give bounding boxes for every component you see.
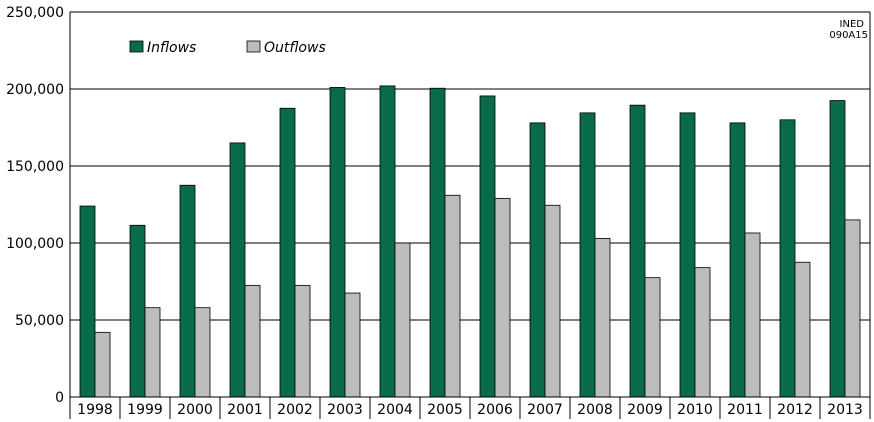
y-tick-label: 50,000 (15, 313, 64, 329)
x-tick-label: 2006 (477, 402, 513, 418)
bar-outflows-2012 (794, 261, 811, 398)
credit-line-1: INED (840, 19, 865, 30)
bar-outflows-2003 (344, 292, 361, 398)
credit-line-2: 090A15 (829, 30, 868, 41)
bar-outflows-2008 (594, 237, 611, 398)
x-tick-label: 2001 (227, 402, 263, 418)
bar-inflows-2002 (279, 107, 296, 398)
axes (69, 11, 871, 419)
bar-inflows-2000 (179, 184, 196, 398)
x-tick-label: 1999 (127, 402, 163, 418)
y-tick-labels: 0 50,000 100,000 150,000 200,000 250,000 (6, 5, 64, 406)
x-tick-label: 2003 (327, 402, 363, 418)
x-tick-label: 2004 (377, 402, 413, 418)
x-tick-label: 2007 (527, 402, 563, 418)
legend-swatch-outflows (246, 40, 261, 53)
bar-inflows-1998 (79, 205, 96, 398)
legend-swatch-inflows (129, 40, 144, 53)
bar-inflows-2012 (779, 119, 796, 398)
legend-box (109, 29, 340, 65)
x-tick-label: 2011 (727, 402, 763, 418)
bar-inflows-2011 (729, 122, 746, 398)
y-tick-label: 250,000 (6, 5, 64, 21)
bar-inflows-2007 (529, 122, 546, 398)
bar-outflows-2006 (494, 197, 511, 398)
x-tick-label: 2002 (277, 402, 313, 418)
bar-inflows-2003 (329, 87, 346, 398)
bar-outflows-1999 (144, 307, 161, 398)
bar-inflows-2010 (679, 112, 696, 398)
y-tick-label: 0 (55, 390, 64, 406)
x-tick-label: 2012 (777, 402, 813, 418)
bar-inflows-2009 (629, 104, 646, 398)
y-tick-label: 150,000 (6, 159, 64, 175)
legend-label-inflows: Inflows (147, 40, 196, 56)
bars (79, 85, 861, 398)
bar-outflows-2000 (194, 307, 211, 398)
bar-outflows-2010 (694, 267, 711, 398)
legend-label-outflows: Outflows (264, 40, 326, 56)
bar-outflows-2004 (394, 242, 411, 398)
bar-inflows-2001 (229, 142, 246, 398)
bar-inflows-2004 (379, 85, 396, 398)
x-tick-label: 2010 (677, 402, 713, 418)
bar-outflows-2013 (844, 219, 861, 398)
bar-outflows-1998 (94, 331, 111, 398)
x-tick-label: 1998 (77, 402, 113, 418)
x-tick-label: 2000 (177, 402, 213, 418)
bar-outflows-2001 (244, 284, 261, 398)
bar-inflows-2008 (579, 112, 596, 398)
y-tick-label: 100,000 (6, 236, 64, 252)
credit-annotation: INED 090A15 (829, 19, 868, 41)
bar-inflows-2013 (829, 100, 846, 398)
x-tick-label: 2009 (627, 402, 663, 418)
bar-outflows-2005 (444, 194, 461, 398)
bar-outflows-2009 (644, 277, 661, 398)
x-tick-label: 2005 (427, 402, 463, 418)
x-tick-label: 2008 (577, 402, 613, 418)
bar-outflows-2007 (544, 204, 561, 398)
bar-inflows-1999 (129, 224, 146, 398)
bar-inflows-2006 (479, 95, 496, 398)
bar-inflows-2005 (429, 87, 446, 398)
x-tick-label: 2013 (827, 402, 863, 418)
bar-outflows-2011 (744, 232, 761, 398)
legend: Inflows Outflows (109, 29, 340, 65)
bar-outflows-2002 (294, 284, 311, 398)
y-tick-label: 200,000 (6, 82, 64, 98)
x-tick-labels: 1998 1999 2000 2001 2002 2003 2004 2005 2006 2007… (77, 402, 863, 418)
